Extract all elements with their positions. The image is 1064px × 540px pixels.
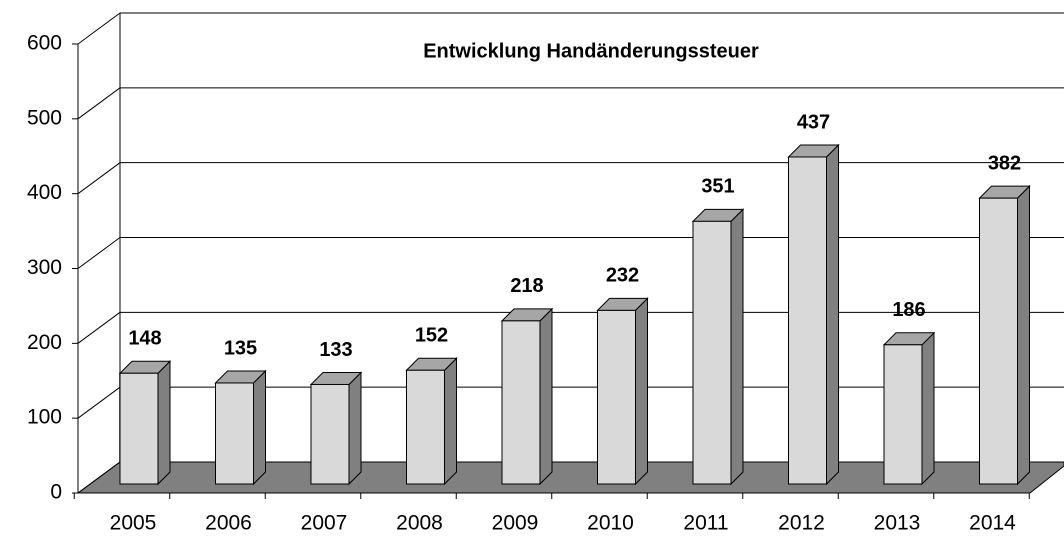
bar: [119, 372, 159, 485]
grid-line: [77, 461, 121, 494]
bar-side: [539, 307, 553, 486]
bar-side: [253, 369, 266, 486]
y-tick-label: 400: [27, 181, 62, 204]
y-tick-label: 200: [27, 331, 62, 354]
value-label: 437: [797, 111, 830, 133]
value-label: 351: [701, 176, 734, 198]
y-tick-label: 100: [27, 406, 62, 429]
x-tick-label: 2012: [778, 512, 825, 535]
bar: [310, 383, 350, 485]
bar: [692, 220, 732, 485]
x-tick-label: 2011: [683, 512, 728, 535]
bar: [406, 369, 445, 485]
grid-line: [77, 311, 121, 344]
bar-side: [921, 331, 935, 486]
y-tick-label: 500: [27, 106, 62, 129]
bar-side: [157, 360, 171, 486]
grid-line: [77, 162, 121, 195]
value-label: 232: [606, 265, 639, 287]
x-tick-label: 2013: [874, 512, 921, 535]
bar-side: [826, 143, 839, 486]
bar-side: [730, 208, 744, 486]
bar: [215, 382, 254, 485]
x-tick-label: 2007: [301, 512, 348, 535]
bar: [883, 344, 923, 485]
y-tick-label: 300: [27, 256, 62, 279]
bar: [979, 197, 1018, 485]
value-label: 382: [988, 152, 1021, 174]
bar: [501, 320, 541, 485]
x-tick-label: 2008: [396, 512, 443, 535]
x-tick-label: 2005: [110, 512, 157, 535]
bar: [597, 309, 636, 485]
bar: [788, 156, 827, 485]
value-label: 152: [415, 325, 448, 347]
value-label: 135: [224, 337, 257, 359]
bar-side: [635, 297, 648, 486]
value-label: 133: [319, 339, 352, 361]
value-label: 148: [128, 328, 161, 350]
x-tick-label: 2010: [587, 512, 634, 535]
value-label: 218: [510, 275, 543, 297]
chart-title: Entwicklung Handänderungssteuer: [423, 40, 759, 62]
x-tick-label: 2009: [492, 512, 539, 535]
bar-side: [1017, 184, 1030, 486]
grid-line: [77, 237, 121, 269]
value-label: 186: [892, 299, 925, 321]
grid-line: [77, 87, 121, 120]
grid-line: [77, 386, 121, 419]
y-tick-label: 0: [50, 481, 62, 504]
grid-line: [77, 12, 121, 45]
bar-side: [444, 357, 457, 486]
bar-side: [348, 371, 362, 486]
x-tick-label: 2006: [205, 512, 252, 535]
y-tick-label: 600: [27, 32, 62, 55]
x-tick-label: 2014: [969, 512, 1016, 535]
